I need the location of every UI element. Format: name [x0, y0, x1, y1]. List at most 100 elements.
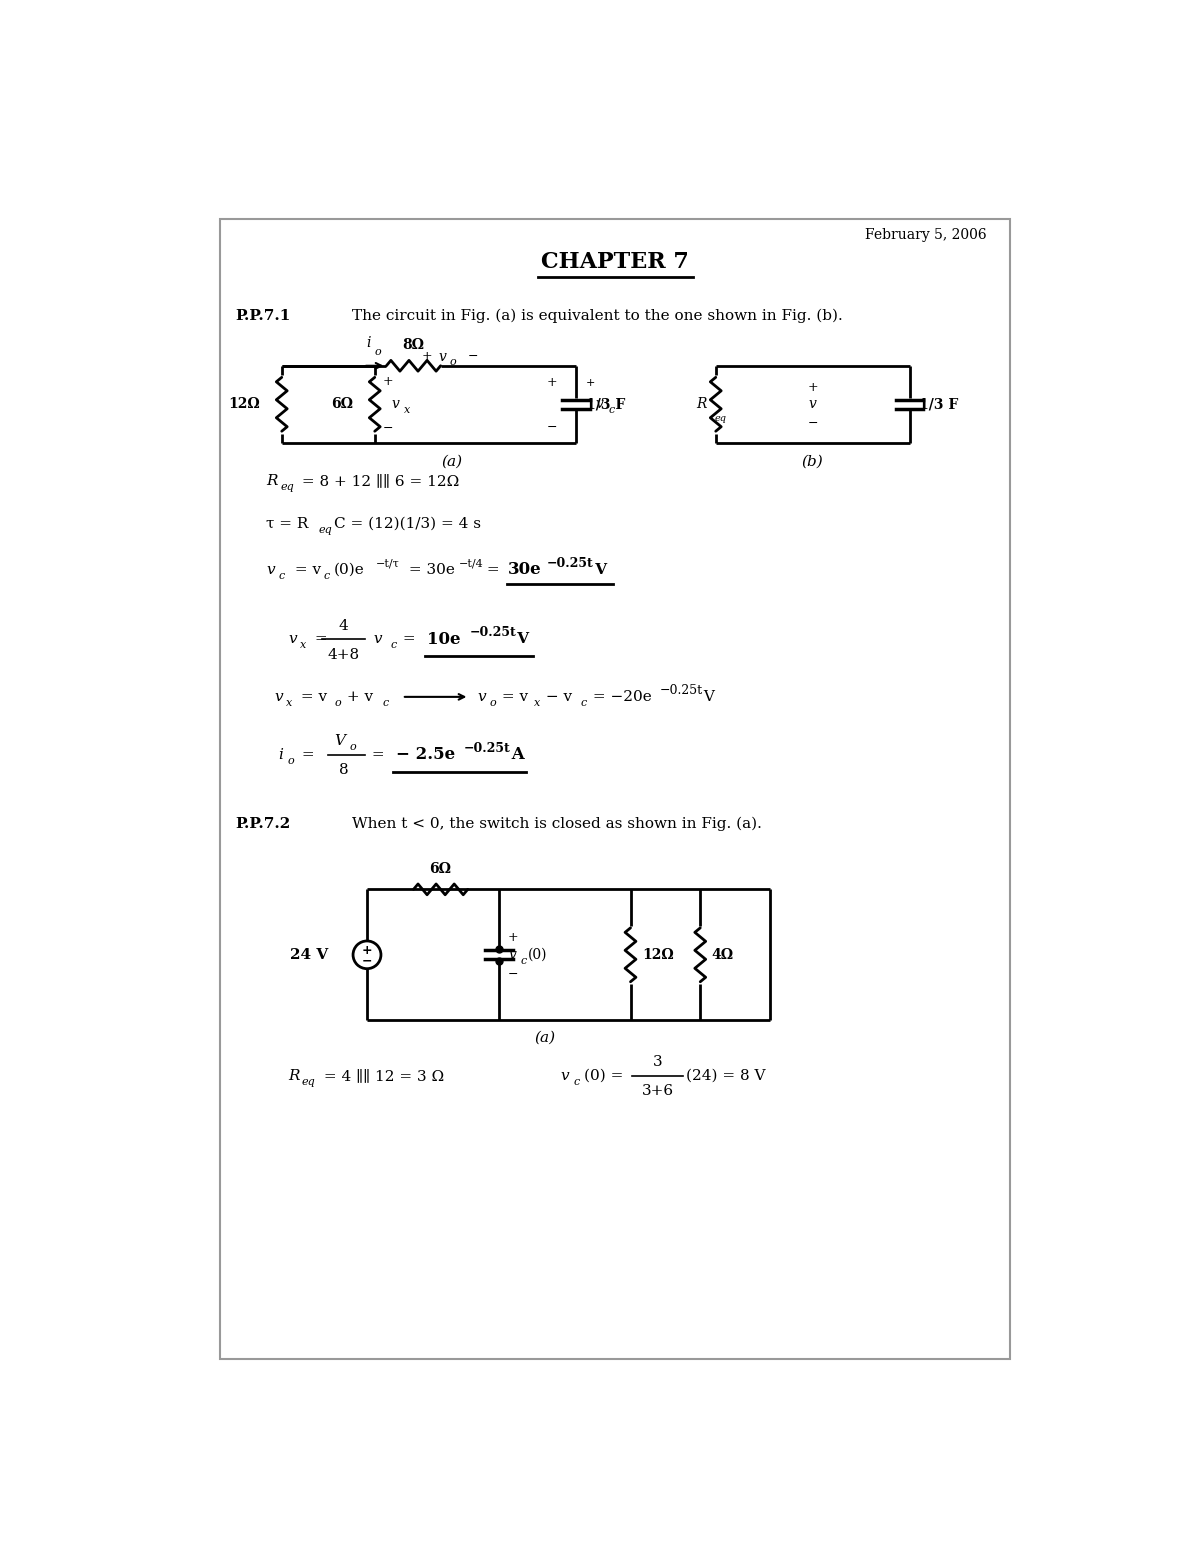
Text: v: v: [595, 398, 604, 412]
Text: 10e: 10e: [427, 631, 460, 648]
Text: −0.25t: −0.25t: [469, 626, 516, 640]
Text: −: −: [383, 422, 394, 435]
Text: o: o: [335, 697, 341, 708]
Text: 12Ω: 12Ω: [228, 398, 260, 412]
Text: (24) = 8 V: (24) = 8 V: [686, 1068, 766, 1082]
Text: −t/4: −t/4: [458, 559, 484, 568]
Text: o: o: [450, 357, 457, 367]
Text: = 8 + 12 ∥∥ 6 = 12Ω: = 8 + 12 ∥∥ 6 = 12Ω: [298, 474, 460, 488]
Text: V: V: [590, 562, 607, 576]
Text: R: R: [696, 398, 707, 412]
Text: − 2.5e: − 2.5e: [396, 745, 455, 763]
Text: (0): (0): [528, 947, 547, 961]
Text: (0)e: (0)e: [334, 562, 365, 576]
Text: P.P.7.2: P.P.7.2: [235, 817, 290, 831]
Text: −0.25t: −0.25t: [547, 558, 594, 570]
Text: eq: eq: [714, 413, 726, 422]
Text: The circuit in Fig. (a) is equivalent to the one shown in Fig. (b).: The circuit in Fig. (a) is equivalent to…: [352, 309, 842, 323]
Text: R: R: [288, 1068, 300, 1082]
Text: − v: − v: [541, 690, 572, 704]
Text: x: x: [300, 640, 307, 651]
Text: R: R: [266, 474, 277, 488]
Text: −: −: [808, 418, 818, 430]
Text: =: =: [398, 632, 420, 646]
Text: +: +: [383, 374, 394, 388]
Text: +: +: [361, 944, 372, 957]
Text: eq: eq: [281, 483, 294, 492]
Text: v: v: [274, 690, 283, 704]
Text: =: =: [298, 747, 319, 761]
Text: i: i: [278, 747, 283, 761]
Text: 6Ω: 6Ω: [430, 862, 451, 876]
Text: 4: 4: [338, 620, 349, 634]
Text: = v: = v: [289, 562, 320, 576]
Text: = v: = v: [497, 690, 528, 704]
Text: 3: 3: [653, 1054, 662, 1068]
Text: 8: 8: [338, 763, 348, 776]
Text: (a): (a): [442, 455, 463, 469]
Text: 4Ω: 4Ω: [712, 947, 734, 961]
Text: o: o: [288, 756, 295, 766]
Text: −t/τ: −t/τ: [377, 559, 400, 568]
Text: c: c: [521, 957, 527, 966]
Text: −: −: [468, 349, 479, 363]
Text: +: +: [421, 349, 432, 363]
Text: 3+6: 3+6: [642, 1084, 673, 1098]
Text: v: v: [391, 398, 400, 412]
Text: x: x: [404, 405, 410, 416]
Text: (a): (a): [535, 1030, 556, 1044]
Text: x: x: [287, 697, 293, 708]
Text: +: +: [586, 377, 595, 388]
Text: −: −: [508, 969, 518, 981]
Text: v: v: [288, 632, 296, 646]
Text: =: =: [481, 562, 504, 576]
Text: o: o: [350, 742, 356, 752]
Text: 1/3 F: 1/3 F: [586, 398, 625, 412]
Text: v: v: [368, 632, 382, 646]
Text: eq: eq: [318, 525, 332, 534]
Text: February 5, 2006: February 5, 2006: [865, 228, 986, 242]
Text: 1/3 F: 1/3 F: [919, 398, 958, 412]
Text: (0) =: (0) =: [584, 1068, 629, 1082]
Text: v: v: [560, 1068, 569, 1082]
Text: v: v: [809, 398, 816, 412]
Text: CHAPTER 7: CHAPTER 7: [541, 252, 689, 273]
Text: V: V: [512, 632, 529, 646]
Text: 24 V: 24 V: [290, 947, 329, 961]
Text: = 30e: = 30e: [404, 562, 455, 576]
Text: +: +: [808, 380, 818, 394]
Text: c: c: [580, 697, 587, 708]
Text: +: +: [508, 932, 518, 944]
Text: When t < 0, the switch is closed as shown in Fig. (a).: When t < 0, the switch is closed as show…: [352, 817, 761, 831]
Text: −0.25t: −0.25t: [464, 742, 511, 755]
Text: v: v: [508, 947, 516, 961]
Text: =: =: [367, 747, 390, 761]
Text: = v: = v: [295, 690, 326, 704]
Text: i: i: [366, 337, 371, 351]
Text: + v: + v: [342, 690, 373, 704]
Text: c: c: [608, 405, 616, 416]
Text: +: +: [546, 376, 557, 390]
Text: C = (12)(1/3) = 4 s: C = (12)(1/3) = 4 s: [334, 517, 481, 531]
Text: c: c: [324, 572, 330, 581]
Text: −0.25t: −0.25t: [660, 685, 703, 697]
Text: c: c: [574, 1076, 580, 1087]
Text: 8Ω: 8Ω: [402, 339, 425, 353]
Text: o: o: [490, 697, 497, 708]
Text: 6Ω: 6Ω: [331, 398, 353, 412]
Text: =: =: [311, 632, 332, 646]
Text: x: x: [534, 697, 540, 708]
Text: = 4 ∥∥ 12 = 3 Ω: = 4 ∥∥ 12 = 3 Ω: [319, 1068, 444, 1082]
Text: P.P.7.1: P.P.7.1: [235, 309, 290, 323]
FancyBboxPatch shape: [220, 219, 1010, 1359]
Text: 4+8: 4+8: [328, 648, 360, 662]
Text: v: v: [266, 562, 275, 576]
Text: o: o: [374, 346, 382, 357]
Text: 12Ω: 12Ω: [642, 947, 674, 961]
Text: −: −: [546, 421, 557, 433]
Text: = −20e: = −20e: [588, 690, 652, 704]
Text: c: c: [383, 697, 389, 708]
Text: −: −: [361, 955, 372, 968]
Text: eq: eq: [302, 1076, 316, 1087]
Text: V: V: [335, 733, 346, 747]
